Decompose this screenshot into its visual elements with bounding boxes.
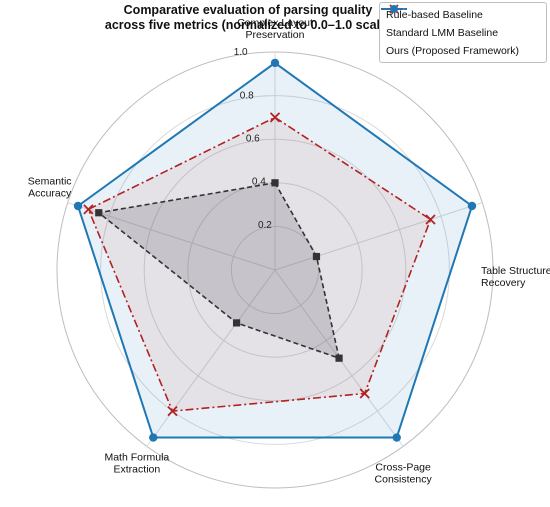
axis-spoke — [146, 269, 276, 447]
axis-label: Complex Layout — [237, 17, 313, 29]
series-area — [88, 117, 431, 412]
data-point — [335, 354, 343, 362]
data-point — [269, 112, 281, 123]
data-point-stroke — [167, 405, 178, 417]
data-point — [392, 433, 401, 442]
series-line — [76, 61, 474, 439]
chart-title: Comparative evaluation of parsing qualit… — [78, 3, 418, 33]
data-point — [95, 209, 103, 217]
axis-label: Extraction — [114, 463, 161, 475]
data-point — [83, 204, 94, 215]
legend-label: Rule-based Baseline — [386, 9, 483, 21]
data-point-stroke — [425, 214, 436, 225]
series-area — [98, 182, 340, 359]
data-point — [359, 388, 370, 399]
axis-label: Preservation — [246, 29, 305, 41]
data-point — [73, 201, 83, 211]
tick-label: 0.8 — [240, 90, 254, 101]
data-point — [271, 179, 279, 187]
data-point — [149, 433, 158, 442]
axis-label: Accuracy — [28, 188, 72, 200]
axis-spoke — [274, 202, 483, 271]
legend-label: Standard LMM Baseline — [386, 27, 499, 39]
legend: Rule-based Baseline Standard LMM Baseline… — [379, 2, 547, 63]
data-point-stroke — [269, 112, 281, 123]
data-point — [467, 201, 477, 211]
series-line — [96, 181, 341, 360]
tick-label: 0.2 — [258, 220, 272, 231]
legend-label: Ours (Proposed Framework) — [386, 45, 520, 57]
series-line — [87, 116, 432, 412]
legend-swatch — [381, 5, 407, 13]
data-point — [167, 405, 178, 417]
axis-label: Cross-Page — [375, 461, 431, 473]
tick-label: 0.4 — [252, 177, 266, 188]
data-point — [312, 252, 321, 261]
axis-label: Table Structure — [481, 265, 550, 277]
axis-label: Math Formula — [104, 451, 169, 463]
series-area — [78, 62, 472, 438]
axis-label: Consistency — [375, 473, 433, 485]
legend-item: Standard LMM Baseline — [381, 4, 540, 42]
data-point-stroke — [359, 388, 370, 399]
axis-label: Semantic — [28, 176, 72, 188]
chart-title-line-2: across five metrics (normalized to 0.0–1… — [104, 18, 392, 32]
data-point — [270, 58, 280, 68]
data-point — [232, 319, 241, 327]
tick-label: 1.0 — [234, 47, 248, 58]
data-point-stroke — [83, 204, 94, 215]
legend-item: Ours (Proposed Framework) — [381, 5, 540, 60]
legend-item: Rule-based Baseline — [381, 5, 540, 24]
data-point — [425, 214, 436, 225]
tick-label: 0.6 — [246, 133, 260, 144]
legend-marker — [390, 5, 398, 13]
axis-label: Recovery — [481, 277, 526, 289]
chart-title-line-1: Comparative evaluation of parsing qualit… — [123, 3, 373, 17]
